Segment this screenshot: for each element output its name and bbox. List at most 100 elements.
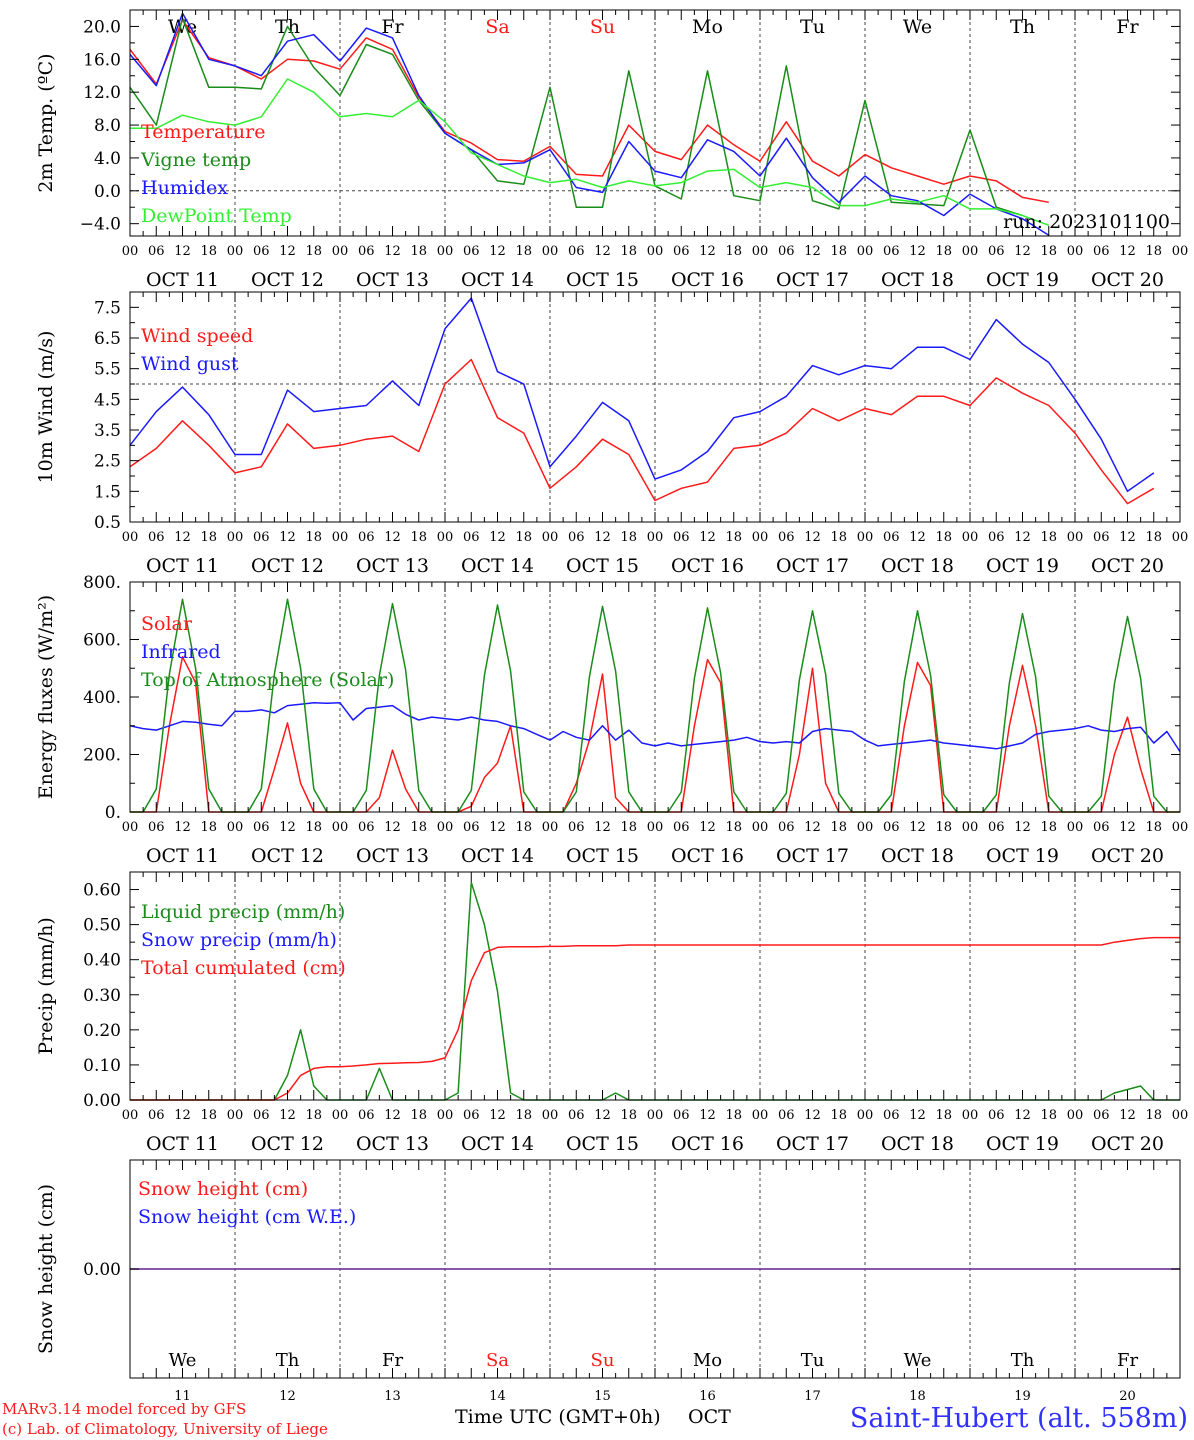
legend-entry: Temperature (141, 121, 265, 143)
x-hour-label: 00 (1172, 1108, 1189, 1123)
y-axis-label: 2m Temp. (ºC) (35, 53, 57, 192)
weekday-label: We (169, 1350, 197, 1371)
weekday-label: Th (1010, 16, 1035, 38)
time-axis-label: Time UTC (GMT+0h) (455, 1406, 661, 1428)
x-hour-label: 00 (437, 530, 454, 545)
x-date-label: OCT 13 (356, 845, 429, 867)
x-hour-label: 12 (594, 820, 611, 835)
x-hour-label: 00 (227, 244, 244, 259)
x-date-label: OCT 11 (146, 269, 219, 291)
x-date-label: OCT 13 (356, 1133, 429, 1155)
x-hour-label: 18 (1145, 530, 1162, 545)
x-hour-label: 06 (1093, 1108, 1110, 1123)
y-tick-label: 4.0 (94, 149, 121, 169)
x-hour-label: 06 (568, 244, 585, 259)
x-hour-label: 18 (515, 1108, 532, 1123)
series-2-line (129, 297, 1155, 493)
y-tick-label: 200. (83, 746, 121, 766)
x-hour-label: 00 (857, 820, 874, 835)
x-date-label: OCT 15 (566, 555, 639, 577)
x-date-label: OCT 19 (986, 1133, 1059, 1155)
legend-entry: Infrared (141, 641, 221, 663)
x-date-label: OCT 11 (146, 555, 219, 577)
x-day-number: 14 (489, 1389, 506, 1404)
weekday-label: Mo (693, 1350, 722, 1371)
x-hour-label: 06 (883, 1108, 900, 1123)
y-tick-label: 3.5 (94, 421, 121, 441)
x-date-label: OCT 17 (776, 1133, 849, 1155)
x-hour-label: 00 (857, 530, 874, 545)
x-date-label: OCT 16 (671, 555, 744, 577)
x-hour-label: 00 (332, 530, 349, 545)
x-hour-label: 12 (384, 1108, 401, 1123)
x-hour-label: 12 (699, 244, 716, 259)
x-hour-label: 12 (699, 530, 716, 545)
panel-5: Snow height (cm) Snow height (cm W.E.) 0.0… (35, 1159, 1181, 1404)
x-hour-label: 06 (358, 244, 375, 259)
legend-entry: Snow height (cm) (138, 1178, 308, 1200)
x-hour-label: 00 (647, 1108, 664, 1123)
x-hour-label: 00 (227, 820, 244, 835)
x-hour-label: 18 (1145, 244, 1162, 259)
lab-credit: (c) Lab. of Climatology, University of L… (2, 1420, 328, 1438)
x-date-label: OCT 16 (671, 269, 744, 291)
y-axis-label: Precip (mm/h) (35, 917, 57, 1055)
x-hour-label: 12 (489, 1108, 506, 1123)
legend-entry: Vigne temp (140, 149, 251, 171)
x-hour-label: 12 (804, 1108, 821, 1123)
x-hour-label: 00 (1067, 820, 1084, 835)
x-hour-label: 06 (568, 1108, 585, 1123)
y-tick-label: 0.40 (83, 951, 121, 971)
x-hour-label: 00 (122, 820, 139, 835)
x-date-label: OCT 12 (251, 845, 324, 867)
legend-entry: Top of Atmosphere (Solar) (141, 669, 394, 691)
weekday-label: Fr (382, 1350, 403, 1371)
x-hour-label: 00 (752, 820, 769, 835)
x-hour-label: 12 (909, 244, 926, 259)
x-hour-label: 18 (1040, 244, 1057, 259)
x-hour-label: 00 (962, 820, 979, 835)
y-tick-label: 0.30 (83, 986, 121, 1006)
x-hour-label: 12 (279, 820, 296, 835)
x-hour-label: 12 (804, 244, 821, 259)
x-date-label: OCT 15 (566, 845, 639, 867)
x-hour-label: 00 (962, 1108, 979, 1123)
y-tick-label: 0.20 (83, 1021, 121, 1041)
x-hour-label: 18 (620, 1108, 637, 1123)
x-hour-label: 12 (699, 1108, 716, 1123)
x-hour-label: 06 (253, 244, 270, 259)
legend-entry: DewPoint Temp (141, 205, 292, 227)
x-hour-label: 18 (305, 530, 322, 545)
x-hour-label: 12 (384, 530, 401, 545)
x-hour-label: 00 (1067, 244, 1084, 259)
x-hour-label: 12 (1119, 1108, 1136, 1123)
x-hour-label: 06 (1093, 244, 1110, 259)
x-hour-label: 18 (620, 530, 637, 545)
x-hour-label: 00 (1067, 530, 1084, 545)
x-hour-label: 06 (673, 530, 690, 545)
x-day-number: 15 (594, 1389, 611, 1404)
legend-entry: Liquid precip (mm/h) (141, 901, 345, 923)
x-hour-label: 18 (725, 530, 742, 545)
y-tick-label: 0. (105, 803, 121, 823)
x-hour-label: 06 (148, 530, 165, 545)
x-hour-label: 06 (463, 530, 480, 545)
x-hour-label: 18 (935, 244, 952, 259)
x-hour-label: 18 (305, 244, 322, 259)
weekday-label: Tu (800, 16, 825, 38)
x-hour-label: 18 (725, 1108, 742, 1123)
x-hour-label: 18 (935, 1108, 952, 1123)
x-date-label: OCT 18 (881, 1133, 954, 1155)
series-3-line (130, 936, 1180, 1101)
x-hour-label: 12 (489, 820, 506, 835)
weekday-label: Fr (1116, 16, 1139, 38)
weekday-label: Sa (486, 1350, 509, 1371)
x-day-number: 18 (909, 1389, 926, 1404)
x-hour-label: 00 (542, 820, 559, 835)
y-tick-label: 400. (83, 688, 121, 708)
x-hour-label: 18 (830, 244, 847, 259)
y-axis-label: Energy fluxes (W/m²) (35, 595, 57, 799)
x-hour-label: 06 (1093, 820, 1110, 835)
panel-2: Wind speed Wind gust 0.5 1.5 2.5 3.5 4.5 5.5 6.5… (35, 291, 1188, 577)
x-hour-label: 12 (384, 244, 401, 259)
